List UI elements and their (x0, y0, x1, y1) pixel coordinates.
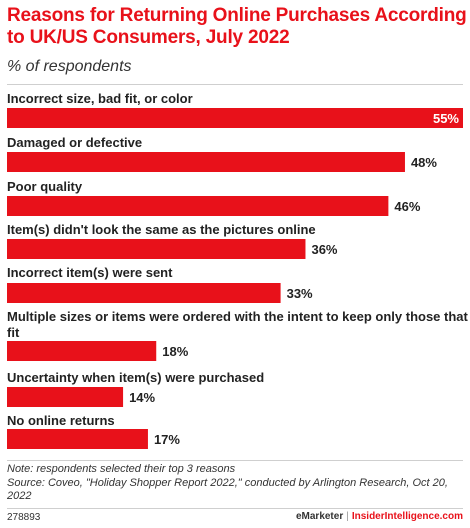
category-label: Multiple sizes or items were ordered wit… (7, 309, 469, 340)
bar (7, 239, 306, 259)
category-label: No online returns (7, 413, 115, 428)
brand-insider-intelligence: InsiderIntelligence.com (351, 511, 463, 522)
value-label: 55% (433, 111, 459, 126)
bar (7, 387, 124, 407)
value-label: 46% (394, 199, 420, 214)
bar (7, 152, 405, 172)
value-label: 48% (411, 155, 437, 170)
source-text: Source: Coveo, "Holiday Shopper Report 2… (7, 476, 448, 503)
bar (7, 196, 389, 216)
brand-separator: | (346, 511, 349, 522)
category-label: Damaged or defective (7, 135, 142, 150)
category-label: Poor quality (7, 179, 83, 194)
chart-subtitle: % of respondents (7, 58, 132, 75)
category-label: Item(s) didn't look the same as the pict… (7, 222, 316, 237)
bar (7, 108, 463, 128)
bar (7, 283, 281, 303)
footer-divider (7, 460, 463, 461)
bar-chart: Incorrect size, bad fit, or color 55% Dama… (7, 91, 469, 449)
footnote: Note: respondents selected their top 3 r… (7, 463, 465, 504)
value-label: 36% (311, 242, 337, 257)
value-label: 14% (129, 390, 155, 405)
bar (7, 429, 148, 449)
bar (7, 341, 157, 361)
value-label: 17% (154, 432, 180, 447)
bottom-divider (7, 508, 463, 509)
chart-id: 278893 (7, 512, 41, 523)
category-label: Incorrect size, bad fit, or color (7, 91, 193, 106)
brand-credit: eMarketer | InsiderIntelligence.com (296, 511, 463, 522)
value-label: 33% (287, 286, 313, 301)
brand-emarketer: eMarketer (295, 511, 344, 522)
value-label: 18% (162, 344, 188, 359)
chart-title: Reasons for Returning Online Purchases A… (7, 5, 467, 48)
category-label: Incorrect item(s) were sent (7, 265, 173, 280)
note-text: Note: respondents selected their top 3 r… (7, 463, 236, 475)
header-divider (7, 84, 463, 85)
category-label: Uncertainty when item(s) were purchased (7, 370, 264, 385)
